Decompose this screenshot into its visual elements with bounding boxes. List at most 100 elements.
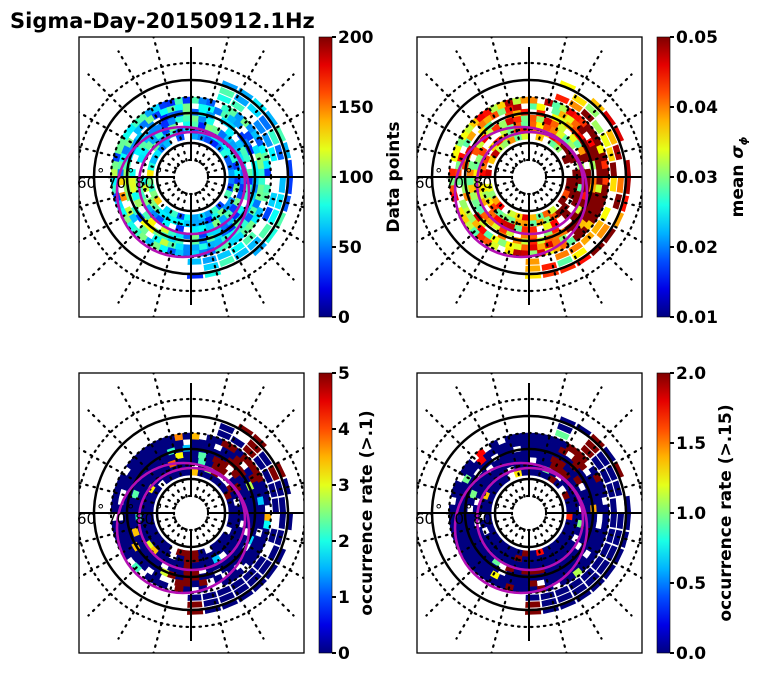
axes-frame	[416, 36, 643, 318]
data-cell	[596, 504, 604, 514]
latitude-label: 60	[77, 510, 96, 528]
data-cell	[557, 591, 573, 604]
degree-symbol: °	[127, 501, 135, 519]
data-cell	[219, 86, 235, 99]
data-cell	[528, 556, 538, 564]
plot-area	[417, 37, 642, 317]
plot-area	[79, 37, 304, 317]
colorbar-occurrence-01: occurrence rate (>.1) 0 1 2 3 4 5	[318, 364, 377, 664]
sigma-symbol: σ	[728, 145, 748, 159]
data-cell	[599, 542, 612, 558]
data-cell	[251, 97, 268, 113]
data-cell	[521, 468, 530, 476]
data-cell	[251, 241, 268, 257]
colorbar-label: Data points	[384, 121, 404, 232]
data-cell	[190, 580, 200, 588]
degree-symbol: °	[465, 501, 473, 519]
data-cell	[591, 555, 605, 571]
dotted-mlt-spoke	[79, 184, 178, 243]
data-cell	[540, 591, 556, 601]
dotted-mlt-spoke	[201, 73, 295, 167]
data-cell	[183, 468, 192, 476]
data-cell	[190, 114, 200, 122]
data-cell	[261, 132, 274, 148]
axes-frame	[78, 372, 305, 654]
phi-subscript: ϕ	[737, 136, 750, 145]
data-cell	[251, 433, 268, 449]
data-cell	[228, 505, 236, 514]
data-cell	[216, 93, 232, 105]
dotted-mlt-spoke	[490, 37, 526, 162]
colorbar-tick-label: 0	[338, 308, 350, 328]
data-cell	[190, 226, 200, 234]
dotted-mlt-spoke	[536, 50, 603, 164]
dotted-mlt-spoke	[425, 409, 519, 503]
data-cell	[605, 545, 618, 562]
colorbar-occurrence-015: occurrence rate (>.15) 0.0 0.5 1.0 1.5 2.0	[656, 364, 736, 664]
data-cell	[599, 468, 612, 484]
data-cell	[601, 227, 616, 244]
data-cell	[242, 444, 257, 459]
colorbar-tick-label: 200	[338, 28, 374, 48]
data-cell	[202, 591, 218, 601]
data-cell	[190, 214, 199, 222]
dotted-mlt-spoke	[79, 447, 178, 506]
data-cell	[589, 97, 606, 113]
data-cell	[247, 572, 262, 587]
data-cell	[580, 567, 595, 582]
dotted-mlt-spoke	[417, 111, 516, 170]
data-cell	[601, 563, 616, 580]
data-cell	[599, 132, 612, 148]
dotted-mlt-spoke	[455, 526, 522, 640]
dotted-mlt-spoke	[532, 192, 568, 317]
data-cell	[525, 258, 540, 265]
dotted-mlt-spoke	[417, 520, 516, 579]
data-cell	[258, 504, 266, 514]
data-cell	[258, 176, 266, 186]
latitude-label: 80	[473, 510, 492, 528]
data-cell	[247, 103, 262, 118]
data-cell	[267, 209, 280, 226]
grid	[417, 37, 642, 317]
colorbar-tick-label: 0.0	[676, 644, 706, 664]
dotted-mlt-spoke	[532, 37, 568, 162]
dotted-mlt-spoke	[417, 184, 516, 243]
data-cell	[261, 468, 274, 484]
colorbar-mean-sigma: mean σϕ 0.01 0.02 0.03 0.04 0.05	[656, 28, 750, 328]
data-cell	[521, 132, 530, 140]
colorbar-label: mean σϕ	[728, 136, 750, 217]
data-cell	[605, 128, 618, 145]
colorbar-tick-label: 0.02	[676, 238, 718, 258]
data-cell	[591, 219, 605, 235]
colorbar-data-points: Data points 0 50 100 150 200	[318, 28, 404, 328]
dotted-mlt-spoke	[542, 110, 642, 170]
data-cell	[182, 556, 192, 564]
latitude-label: 80	[473, 174, 492, 192]
pole-blank	[175, 497, 207, 529]
data-cell	[528, 114, 538, 122]
data-cell	[585, 439, 600, 454]
data-cell	[605, 464, 618, 481]
data-cell	[190, 450, 200, 458]
data-cell	[242, 567, 257, 582]
data-cell	[253, 455, 267, 471]
data-cell	[253, 555, 267, 571]
colorbar-tick-label: 2	[338, 532, 350, 552]
colorbar-tick-label: 4	[338, 420, 350, 440]
data-cell	[267, 128, 280, 145]
data-cell	[541, 598, 558, 608]
dotted-mlt-spoke	[425, 523, 519, 617]
data-cell	[190, 438, 200, 446]
dotted-mlt-spoke	[539, 73, 633, 167]
auroral-oval-outer	[453, 461, 589, 595]
colorbar-tick-label: 0.05	[676, 28, 718, 48]
data-cell	[554, 249, 570, 261]
data-cell	[520, 226, 530, 234]
colorbar-tick-label: 0.5	[676, 574, 706, 594]
data-cell	[554, 93, 570, 105]
dotted-mlt-spoke	[79, 111, 178, 170]
dotted-mlt-spoke	[117, 50, 184, 164]
dotted-mlt-spoke	[152, 37, 188, 162]
dotted-mlt-spoke	[539, 523, 633, 617]
dotted-mlt-spoke	[198, 386, 265, 500]
